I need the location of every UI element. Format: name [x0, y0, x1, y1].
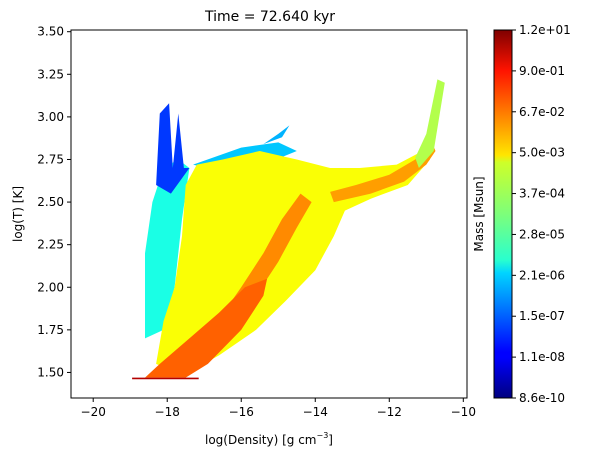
colorbar-tick-label: 1.5e-07: [519, 309, 565, 323]
x-tick-label: −14: [303, 405, 328, 419]
colorbar-tick-label: 5.0e-03: [519, 146, 565, 160]
y-tick-label: 2.00: [37, 280, 64, 294]
y-tick-label: 1.50: [37, 365, 64, 379]
colorbar-label: Mass [Msun]: [472, 176, 486, 251]
colorbar: 8.6e-10 1.1e-08 1.5e-07 2.1e-06 2.8e-05 3.7e-…: [472, 23, 571, 405]
y-axis-label: log(T) [K]: [11, 186, 25, 242]
region-base-strip: [132, 377, 199, 380]
x-axis-label: log(Density) [g cm−3]: [205, 431, 333, 447]
y-tick-label: 2.25: [37, 238, 64, 252]
x-tick-label: −16: [229, 405, 254, 419]
y-tick-label: 3.50: [37, 25, 64, 39]
x-tick-label: −12: [377, 405, 402, 419]
region-warm-branch: [330, 142, 436, 203]
colorbar-tick-label: 1.1e-08: [519, 350, 565, 364]
colorbar-tick-label: 9.0e-01: [519, 64, 565, 78]
x-tick-label: −20: [81, 405, 106, 419]
x-tick-label: −10: [451, 405, 476, 419]
x-axis: −20 −18 −16 −14 −12 −10: [81, 398, 476, 419]
plot-area: −20 −18 −16 −14 −12 −10 1.50 1.75 2.00 2.25 2.50 2…: [37, 25, 476, 419]
plot-frame: [70, 29, 468, 399]
y-tick-label: 2.50: [37, 195, 64, 209]
region-hot-tail: [415, 79, 445, 168]
chart-title: Time = 72.640 kyr: [204, 9, 335, 25]
colorbar-tick-label: 3.7e-04: [519, 187, 565, 201]
region-cold-diagonal: [145, 278, 268, 378]
region-blue-spikes: [156, 103, 190, 194]
colorbar-gradient: [493, 29, 513, 399]
x-tick-label: −18: [155, 405, 180, 419]
region-low-density-plume: [145, 159, 190, 339]
colorbar-tick-label: 2.8e-05: [519, 227, 565, 241]
colorbar-tick-label: 1.2e+01: [519, 23, 571, 37]
colorbar-tick-label: 6.7e-02: [519, 105, 565, 119]
colorbar-tick-label: 8.6e-10: [519, 391, 565, 405]
y-tick-label: 3.00: [37, 110, 64, 124]
y-tick-label: 1.75: [37, 323, 64, 337]
y-tick-label: 2.75: [37, 152, 64, 166]
colorbar-tick-label: 2.1e-06: [519, 268, 565, 282]
y-axis: 1.50 1.75 2.00 2.25 2.50 2.75 3.00 3.25 3.50: [37, 25, 71, 379]
y-tick-label: 3.25: [37, 67, 64, 81]
